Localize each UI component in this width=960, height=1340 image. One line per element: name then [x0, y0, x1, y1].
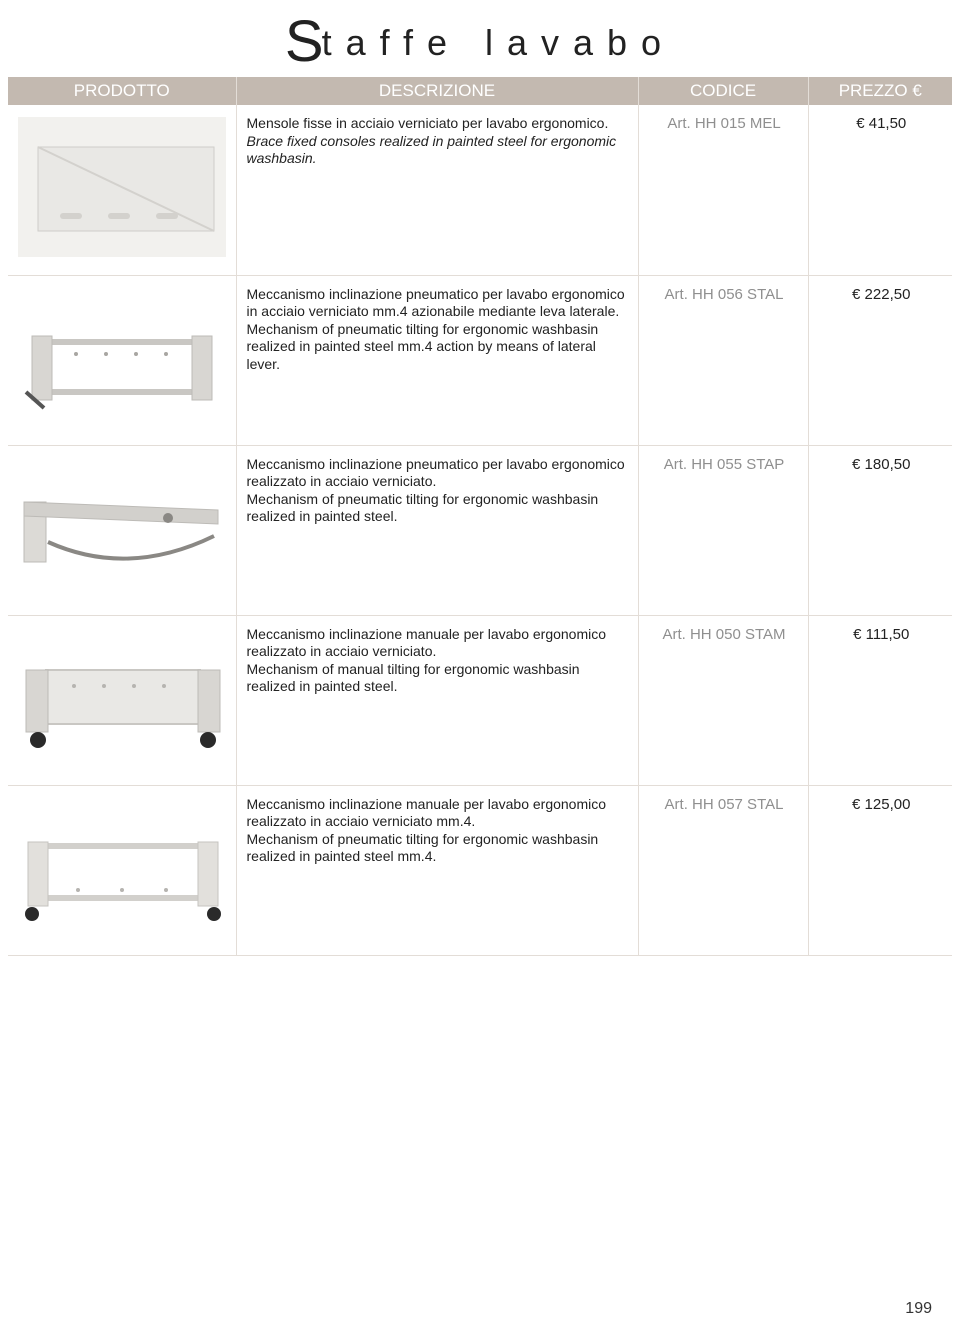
table-row: Meccanismo inclinazione pneumatico per l…	[8, 275, 952, 445]
description-it: Meccanismo inclinazione manuale per lava…	[247, 626, 630, 661]
product-image-icon	[18, 117, 226, 257]
catalog-table: PRODOTTO DESCRIZIONE CODICE PREZZO € Men…	[8, 77, 952, 956]
product-image-cell	[8, 785, 236, 955]
title-rest: taffe lavabo	[322, 22, 675, 63]
product-image-icon	[18, 288, 226, 428]
col-header-description: DESCRIZIONE	[236, 77, 638, 105]
code-cell: Art. HH 055 STAP	[638, 445, 808, 615]
table-row: Meccanismo inclinazione manuale per lava…	[8, 615, 952, 785]
page-title: Staffe lavabo	[0, 0, 960, 77]
product-image-icon	[18, 628, 226, 768]
description-cell: Meccanismo inclinazione manuale per lava…	[236, 615, 638, 785]
code-cell: Art. HH 057 STAL	[638, 785, 808, 955]
table-row: Meccanismo inclinazione pneumatico per l…	[8, 445, 952, 615]
description-cell: Meccanismo inclinazione manuale per lava…	[236, 785, 638, 955]
price-cell: € 125,00	[808, 785, 952, 955]
price-cell: € 41,50	[808, 105, 952, 275]
description-it: Mensole fisse in acciaio verniciato per …	[247, 115, 630, 133]
col-header-product: PRODOTTO	[8, 77, 236, 105]
title-initial: S	[285, 8, 324, 75]
description-en: Mechanism of pneumatic tilting for ergon…	[247, 491, 630, 526]
product-image-cell	[8, 445, 236, 615]
product-image-cell	[8, 105, 236, 275]
col-header-price: PREZZO €	[808, 77, 952, 105]
product-image-icon	[18, 458, 226, 598]
description-it: Meccanismo inclinazione pneumatico per l…	[247, 286, 630, 321]
price-cell: € 111,50	[808, 615, 952, 785]
col-header-code: CODICE	[638, 77, 808, 105]
description-cell: Meccanismo inclinazione pneumatico per l…	[236, 275, 638, 445]
code-cell: Art. HH 015 MEL	[638, 105, 808, 275]
description-it: Meccanismo inclinazione pneumatico per l…	[247, 456, 630, 491]
price-cell: € 222,50	[808, 275, 952, 445]
product-image-icon	[18, 798, 226, 938]
product-image-cell	[8, 615, 236, 785]
page-number: 199	[905, 1300, 932, 1318]
code-cell: Art. HH 050 STAM	[638, 615, 808, 785]
description-en: Mechanism of manual tilting for ergonomi…	[247, 661, 630, 696]
table-header-row: PRODOTTO DESCRIZIONE CODICE PREZZO €	[8, 77, 952, 105]
table-row: Meccanismo inclinazione manuale per lava…	[8, 785, 952, 955]
description-cell: Mensole fisse in acciaio verniciato per …	[236, 105, 638, 275]
code-cell: Art. HH 056 STAL	[638, 275, 808, 445]
price-cell: € 180,50	[808, 445, 952, 615]
table-row: Mensole fisse in acciaio verniciato per …	[8, 105, 952, 275]
description-en: Brace fixed consoles realized in painted…	[247, 133, 617, 167]
description-it: Meccanismo inclinazione manuale per lava…	[247, 796, 630, 831]
description-cell: Meccanismo inclinazione pneumatico per l…	[236, 445, 638, 615]
description-en: Mechanism of pneumatic tilting for ergon…	[247, 321, 630, 374]
product-image-cell	[8, 275, 236, 445]
description-en: Mechanism of pneumatic tilting for ergon…	[247, 831, 630, 866]
